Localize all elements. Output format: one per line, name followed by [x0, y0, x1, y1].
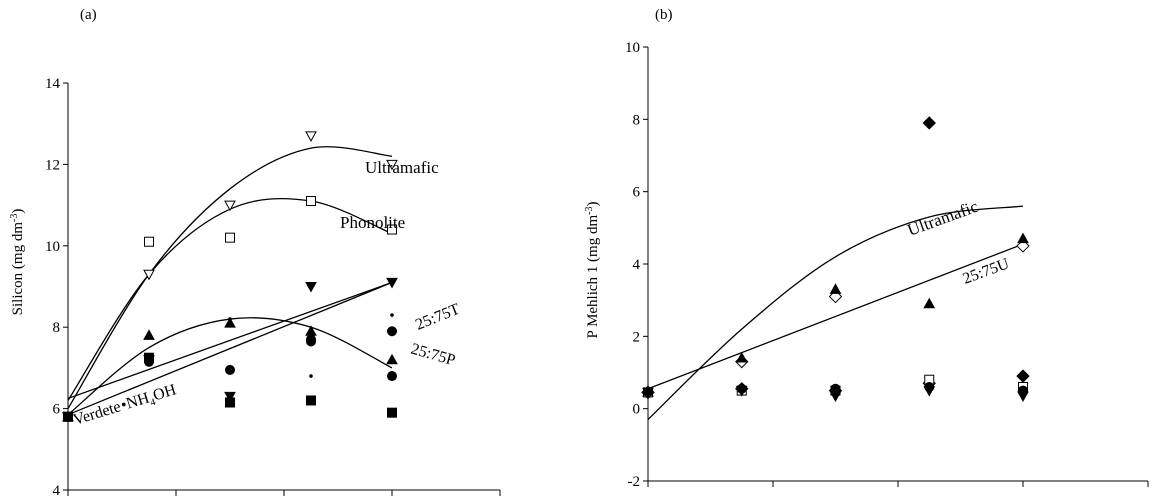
panel-a: (a) Silicon (mg dm-3) 4 6 8 10 12 14 Ultramaf…	[9, 7, 501, 499]
fit-line-ultramafic	[647, 205, 1024, 420]
y-tick-label: 8	[53, 320, 61, 336]
panel-a-axes: 4 6 8 10 12 14	[45, 76, 501, 499]
data-point-triangle-up-filled	[735, 352, 748, 363]
y-tick-label: 4	[633, 257, 641, 273]
y-tick-label: 8	[633, 112, 641, 128]
panel-b: (b) P Mehlich 1 (mg dm-3) -2 0 2 4 6 8 10 Ultr…	[584, 7, 1149, 490]
fit-line-25-75u	[647, 243, 1024, 390]
data-point-square-open	[306, 196, 316, 207]
y-tick-label: 6	[53, 402, 61, 418]
data-point-square-open	[387, 224, 397, 235]
label-25-75p: 25:75P	[409, 341, 457, 370]
data-point-triangle-down-filled	[1017, 391, 1029, 403]
data-point-square-filled	[144, 352, 154, 363]
data-point-circle-filled	[306, 334, 316, 345]
data-point-triangle-up-filled	[1017, 232, 1029, 244]
panel-a-points	[62, 131, 398, 423]
y-tick-label: 0	[633, 402, 641, 418]
y-tick-label: 14	[45, 76, 61, 92]
data-point-triangle-down-open	[386, 159, 398, 171]
data-point-square-open	[225, 232, 235, 243]
data-point-dot-small	[228, 317, 232, 321]
data-point-triangle-up-filled	[923, 297, 936, 309]
data-point-triangle-down-filled	[829, 391, 842, 403]
data-point-triangle-down-open	[305, 131, 317, 142]
fit-line-ultramafic	[67, 146, 393, 409]
panel-a-ylabel: Silicon (mg dm-3)	[9, 209, 26, 316]
data-point-triangle-up-filled	[386, 353, 398, 365]
label-ultramafic-a: Ultramafic	[365, 158, 439, 177]
data-point-dot-small	[390, 313, 394, 317]
fit-line-25-75t	[67, 281, 393, 416]
data-point-square-filled	[387, 407, 397, 418]
data-point-triangle-up-filled	[305, 325, 317, 336]
data-point-square-filled	[225, 397, 235, 408]
data-point-triangle-down-filled	[735, 386, 748, 397]
y-tick-label: 4	[53, 483, 61, 499]
y-tick-label: 10	[625, 40, 640, 56]
data-point-triangle-up-filled	[829, 283, 842, 294]
y-tick-label: 12	[45, 157, 60, 173]
data-point-circle-filled	[387, 326, 397, 337]
y-tick-label: -2	[628, 474, 641, 490]
data-point-dot-small	[309, 374, 313, 378]
y-tick-label: 10	[45, 239, 60, 255]
data-point-triangle-up-filled	[224, 317, 236, 328]
data-point-circle-filled	[225, 364, 235, 375]
data-point-triangle-down-filled	[642, 387, 654, 399]
data-point-triangle-down-open	[224, 200, 236, 212]
data-point-diamond-filled	[922, 116, 936, 130]
data-point-triangle-down-filled	[224, 391, 236, 403]
data-point-square-filled	[306, 395, 316, 406]
panel-b-axes: -2 0 2 4 6 8 10	[625, 40, 1149, 490]
panel-a-label: (a)	[80, 7, 97, 23]
data-point-diamond-filled	[1016, 369, 1030, 383]
y-tick-label: 6	[633, 185, 641, 201]
data-point-triangle-up-filled	[143, 329, 155, 340]
panel-b-fit-lines	[647, 205, 1024, 420]
label-25-75u: 25:75U	[961, 255, 1012, 288]
data-point-triangle-down-filled	[386, 277, 398, 289]
panel-b-points	[641, 116, 1030, 403]
data-point-square-filled	[63, 411, 73, 422]
label-ultramafic-b: Ultramafic	[905, 197, 981, 240]
fit-line-phonolite	[67, 197, 393, 401]
data-point-square-open	[144, 236, 154, 247]
fit-line-verdete	[67, 281, 393, 400]
data-point-triangle-down-open	[143, 269, 155, 281]
label-phonolite: Phonolite	[340, 213, 405, 232]
label-25-75t: 25:75T	[413, 301, 462, 334]
y-tick-label: 2	[633, 329, 641, 345]
panel-b-label: (b)	[655, 7, 673, 23]
panel-b-ylabel: P Mehlich 1 (mg dm-3)	[584, 202, 601, 339]
data-point-triangle-down-filled	[305, 282, 317, 293]
data-point-triangle-down-filled	[923, 386, 936, 397]
data-point-circle-filled	[387, 371, 397, 382]
